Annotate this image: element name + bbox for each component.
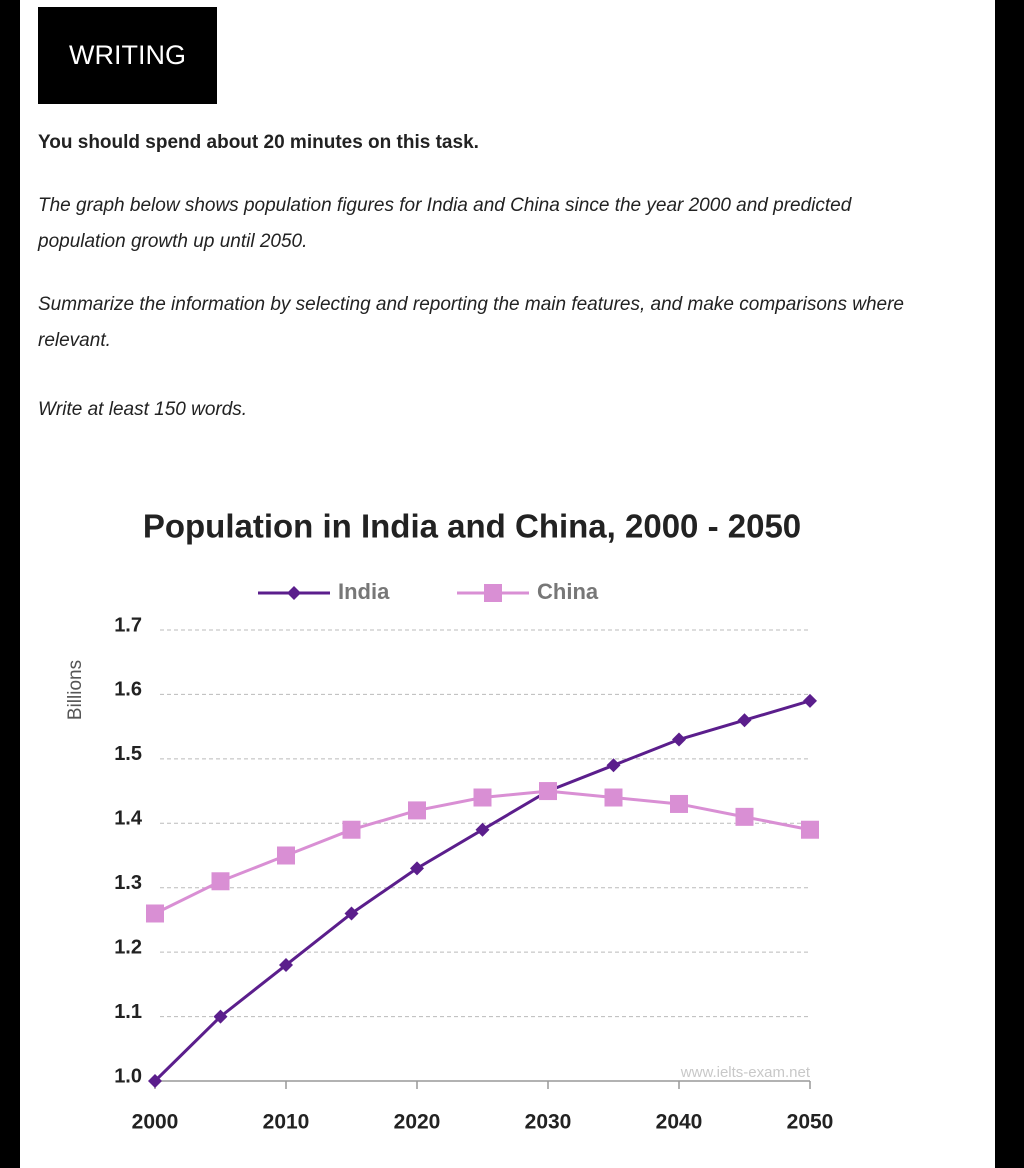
legend-label: India <box>338 579 390 604</box>
data-point <box>408 801 426 820</box>
data-point <box>801 820 819 839</box>
data-point <box>211 872 230 891</box>
x-tick-label: 2000 <box>132 1111 179 1134</box>
data-point <box>342 820 361 839</box>
y-tick-label: 1.1 <box>114 1001 142 1023</box>
data-point <box>146 904 164 923</box>
data-point <box>410 861 424 876</box>
y-axis-label: Billions <box>65 660 86 720</box>
x-tick-label: 2050 <box>787 1111 834 1134</box>
y-tick-label: 1.6 <box>114 679 142 701</box>
data-point <box>279 958 293 973</box>
instruction: The graph below shows population figures… <box>38 195 852 252</box>
x-tick-label: 2030 <box>525 1111 572 1134</box>
instruction: Summarize the information by selecting a… <box>38 294 904 351</box>
series-line <box>153 699 811 1083</box>
data-point <box>604 788 623 807</box>
y-tick-label: 1.2 <box>114 936 142 958</box>
legend-label: China <box>537 579 599 604</box>
section-header: WRITING <box>38 7 217 104</box>
y-tick-label: 1.7 <box>114 614 142 636</box>
data-point <box>670 794 688 813</box>
series-line <box>154 789 811 915</box>
legend-marker <box>287 586 301 600</box>
data-point <box>539 782 557 801</box>
instruction: Write at least 150 words. <box>38 399 248 420</box>
data-point <box>344 906 359 921</box>
data-point <box>475 822 490 837</box>
data-point <box>277 846 295 865</box>
task-panel: WRITING You should spend about 20 minute… <box>20 0 995 1168</box>
chart-title: Population in India and China, 2000 - 20… <box>143 508 801 545</box>
data-point <box>803 693 817 708</box>
watermark: www.ielts-exam.net <box>680 1064 811 1081</box>
data-point <box>213 1009 228 1024</box>
y-tick-label: 1.3 <box>114 872 142 894</box>
data-point <box>606 758 621 773</box>
y-tick-label: 1.4 <box>114 808 143 830</box>
data-point <box>737 713 752 728</box>
instruction: You should spend about 20 minutes on thi… <box>38 132 479 153</box>
data-point <box>735 807 754 826</box>
x-tick-label: 2040 <box>656 1111 703 1134</box>
legend-marker <box>484 584 502 602</box>
data-point <box>473 788 492 807</box>
y-tick-label: 1.5 <box>114 743 142 765</box>
x-tick-label: 2020 <box>394 1111 441 1134</box>
data-point <box>672 732 686 747</box>
y-tick-label: 1.0 <box>114 1065 142 1087</box>
data-point <box>148 1074 162 1088</box>
x-tick-label: 2010 <box>263 1111 310 1134</box>
